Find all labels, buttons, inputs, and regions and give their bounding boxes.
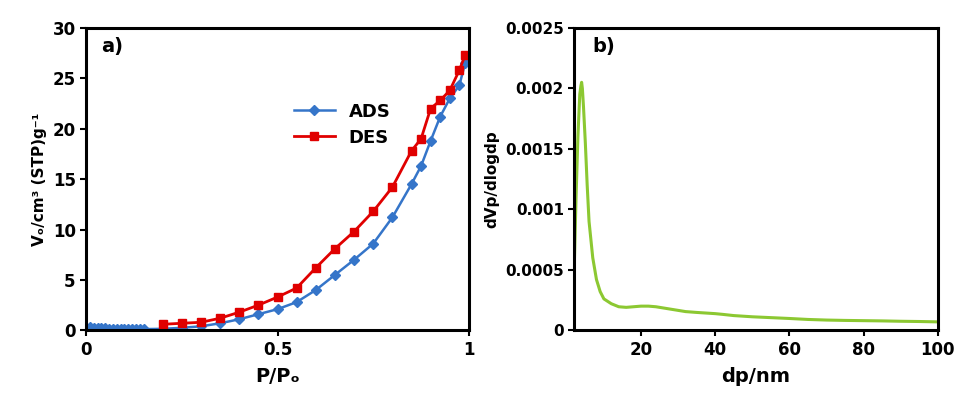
DES: [444, 88, 456, 93]
DES: [425, 106, 436, 111]
ADS: [157, 326, 168, 331]
ADS: [119, 326, 130, 331]
DES: [459, 53, 471, 57]
ADS: [425, 139, 436, 143]
ADS: [214, 321, 226, 326]
ADS: [103, 326, 115, 331]
ADS: [387, 215, 398, 220]
ADS: [454, 83, 465, 88]
ADS: [348, 258, 360, 262]
ADS: [111, 326, 122, 331]
DES: [348, 229, 360, 234]
Text: b): b): [592, 37, 615, 56]
ADS: [459, 61, 471, 66]
ADS: [134, 327, 145, 332]
ADS: [176, 326, 188, 330]
Text: a): a): [101, 37, 123, 56]
DES: [434, 98, 446, 103]
ADS: [115, 326, 126, 331]
DES: [310, 265, 322, 270]
DES: [214, 316, 226, 321]
ADS: [329, 273, 341, 277]
ADS: [92, 326, 103, 330]
ADS: [434, 114, 446, 119]
ADS: [107, 326, 119, 331]
X-axis label: dp/nm: dp/nm: [722, 367, 790, 386]
DES: [272, 295, 283, 299]
DES: [253, 303, 264, 308]
DES: [195, 320, 207, 325]
ADS: [367, 241, 379, 246]
ADS: [415, 164, 427, 168]
ADS: [122, 327, 134, 332]
X-axis label: P/Pₒ: P/Pₒ: [256, 367, 300, 386]
ADS: [444, 96, 456, 101]
DES: [234, 310, 245, 314]
ADS: [310, 288, 322, 293]
Line: DES: DES: [159, 51, 469, 328]
DES: [454, 68, 465, 72]
ADS: [272, 307, 283, 312]
DES: [329, 246, 341, 251]
ADS: [126, 327, 138, 332]
ADS: [291, 300, 302, 304]
ADS: [84, 325, 96, 330]
ADS: [130, 327, 142, 332]
DES: [157, 322, 168, 327]
ADS: [234, 317, 245, 322]
DES: [176, 321, 188, 326]
ADS: [195, 324, 207, 329]
ADS: [406, 182, 417, 187]
DES: [291, 286, 302, 291]
Legend: ADS, DES: ADS, DES: [294, 103, 390, 147]
ADS: [88, 325, 100, 330]
DES: [415, 137, 427, 141]
Y-axis label: dVp/dlogdp: dVp/dlogdp: [484, 130, 500, 228]
Y-axis label: Vₒ/cm³ (STP)g⁻¹: Vₒ/cm³ (STP)g⁻¹: [32, 112, 47, 246]
ADS: [253, 312, 264, 316]
DES: [387, 185, 398, 189]
ADS: [138, 327, 149, 332]
Line: ADS: ADS: [86, 60, 469, 333]
DES: [367, 209, 379, 214]
DES: [406, 148, 417, 153]
ADS: [100, 326, 111, 331]
ADS: [96, 326, 107, 330]
